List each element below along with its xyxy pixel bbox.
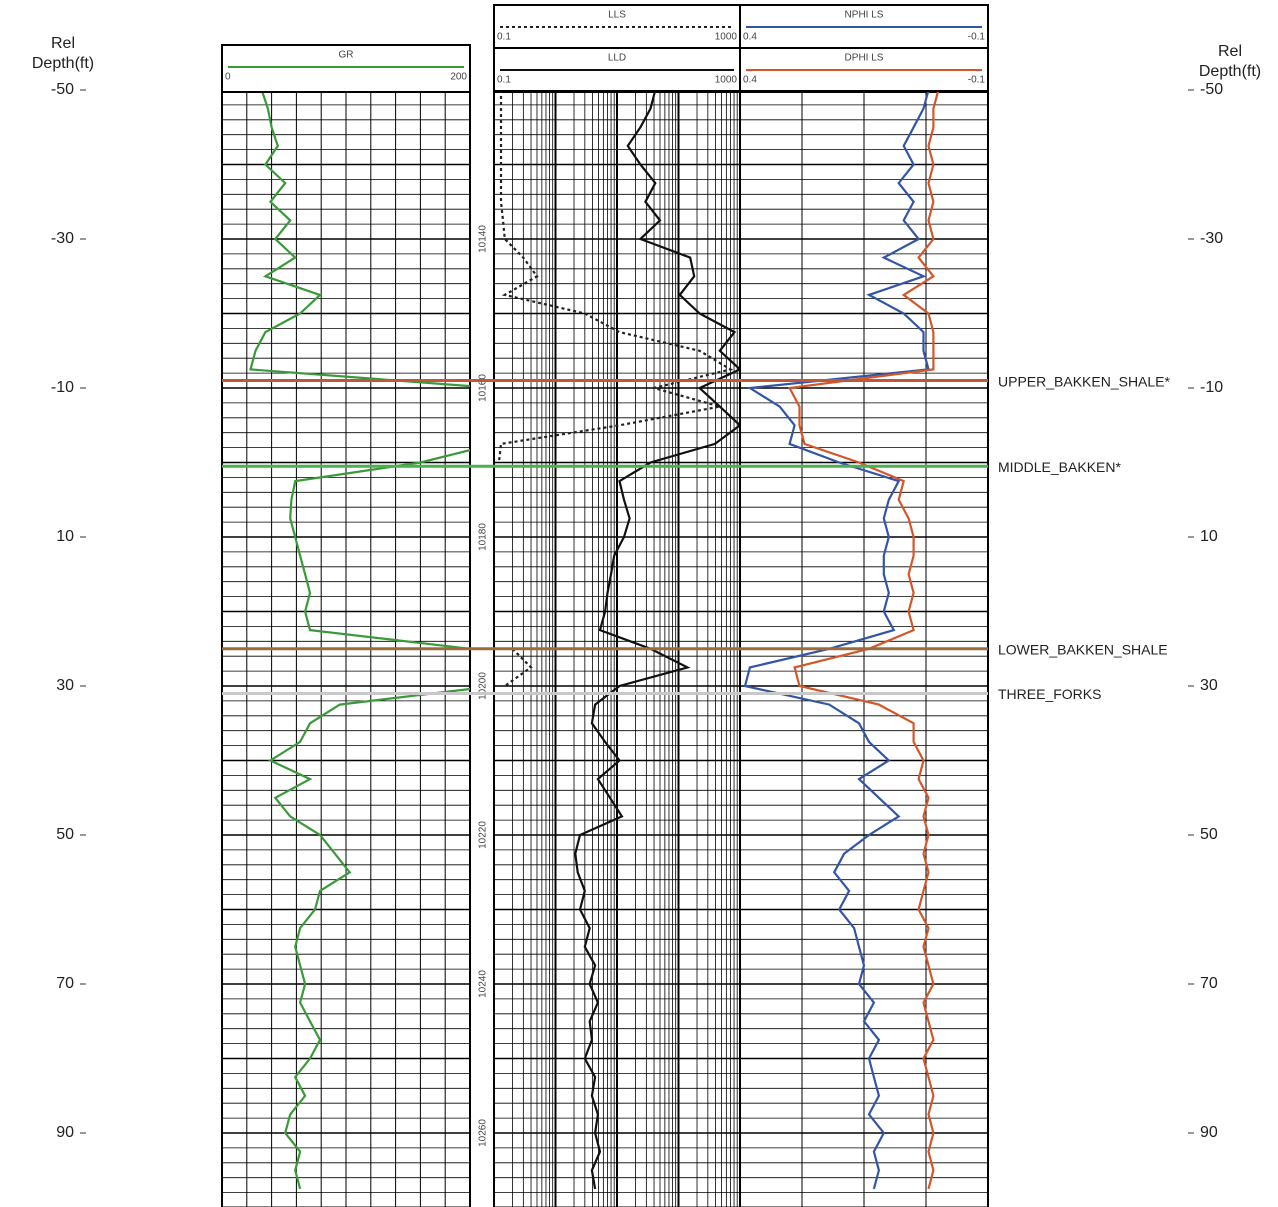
scale-min: 0.4 <box>743 75 757 86</box>
formation-top-label: MIDDLE_BAKKEN* <box>998 459 1121 475</box>
y-tick-label: -50 <box>1200 81 1223 98</box>
y-tick-label: 50 <box>56 826 74 843</box>
scale-max: 1000 <box>715 32 738 43</box>
depth-axis-title: Depth(ft) <box>1199 63 1261 80</box>
log-curve <box>743 92 930 1190</box>
y-tick-label: -50 <box>51 81 74 98</box>
curve-name: LLS <box>608 10 626 21</box>
md-tick-label: 10200 <box>478 672 489 700</box>
depth-axis-title: Rel <box>1218 43 1242 60</box>
y-tick-label: -10 <box>1200 379 1223 396</box>
y-tick-label: 10 <box>56 528 74 545</box>
md-tick-label: 10220 <box>478 821 489 849</box>
y-tick-label: 70 <box>56 975 74 992</box>
scale-min: 0.1 <box>497 75 511 86</box>
formation-top-label: UPPER_BAKKEN_SHALE* <box>998 373 1171 389</box>
log-curve <box>497 92 734 687</box>
md-tick-label: 10140 <box>478 225 489 253</box>
y-tick-label: 50 <box>1200 826 1218 843</box>
md-tick-label: 10160 <box>478 374 489 402</box>
y-tick-label: -30 <box>1200 230 1223 247</box>
curve-name: GR <box>339 50 354 61</box>
md-tick-label: 10260 <box>478 1119 489 1147</box>
scale-max: -0.1 <box>968 32 986 43</box>
curve-name: NPHI LS <box>845 10 884 21</box>
curve-name: LLD <box>608 53 626 64</box>
y-tick-label: 70 <box>1200 975 1218 992</box>
y-tick-label: 90 <box>1200 1124 1218 1141</box>
scale-min: 0.1 <box>497 32 511 43</box>
md-tick-label: 10240 <box>478 970 489 998</box>
depth-axis-title: Depth(ft) <box>32 55 94 72</box>
scale-max: 1000 <box>715 75 738 86</box>
depth-axis-title: Rel <box>51 35 75 52</box>
y-tick-label: -10 <box>51 379 74 396</box>
scale-min: 0 <box>225 72 231 83</box>
scale-max: -0.1 <box>968 75 986 86</box>
y-tick-label: -30 <box>51 230 74 247</box>
scale-min: 0.4 <box>743 32 757 43</box>
curve-name: DPHI LS <box>845 53 884 64</box>
curve-header <box>221 44 471 93</box>
y-tick-label: 10 <box>1200 528 1218 545</box>
log-curve <box>787 92 940 1190</box>
formation-top-label: LOWER_BAKKEN_SHALE <box>998 641 1168 657</box>
y-tick-label: 90 <box>56 1124 74 1141</box>
log-curve <box>249 92 470 1190</box>
formation-top-label: THREE_FORKS <box>998 686 1101 702</box>
md-tick-label: 10180 <box>478 523 489 551</box>
scale-max: 200 <box>450 72 467 83</box>
y-tick-label: 30 <box>1200 677 1218 694</box>
log-curve <box>574 92 740 1190</box>
y-tick-label: 30 <box>56 677 74 694</box>
